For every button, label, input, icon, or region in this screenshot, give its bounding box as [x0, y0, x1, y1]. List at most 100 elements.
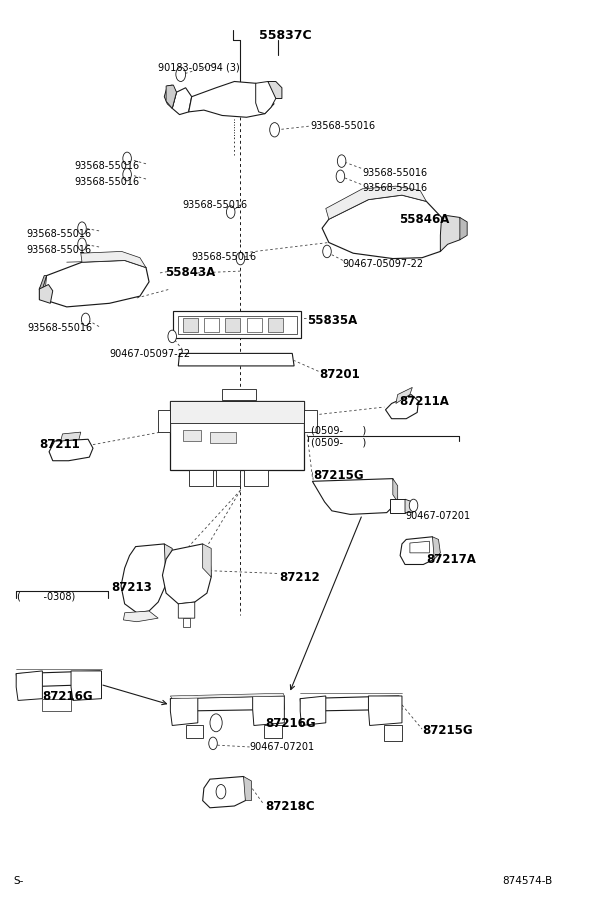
Polygon shape — [203, 777, 248, 808]
Polygon shape — [170, 696, 284, 711]
Polygon shape — [189, 82, 274, 117]
Circle shape — [270, 122, 279, 137]
Polygon shape — [172, 88, 192, 114]
Text: 87212: 87212 — [279, 571, 320, 583]
Text: (   -0308): ( -0308) — [17, 591, 76, 602]
Polygon shape — [322, 195, 448, 258]
Polygon shape — [386, 394, 418, 418]
Polygon shape — [410, 541, 429, 553]
Polygon shape — [186, 725, 203, 738]
Text: 93568-55016: 93568-55016 — [183, 200, 248, 210]
Polygon shape — [173, 311, 301, 338]
Text: 93568-55016: 93568-55016 — [362, 183, 427, 193]
Circle shape — [226, 206, 235, 219]
Polygon shape — [300, 696, 326, 725]
Polygon shape — [268, 82, 282, 98]
Text: 87211A: 87211A — [399, 395, 449, 409]
Polygon shape — [256, 82, 276, 113]
Polygon shape — [440, 216, 463, 251]
Circle shape — [338, 155, 346, 167]
Polygon shape — [170, 400, 304, 470]
Circle shape — [168, 330, 177, 343]
Polygon shape — [39, 275, 47, 300]
Circle shape — [81, 313, 90, 326]
Text: S-: S- — [14, 876, 24, 886]
Polygon shape — [326, 186, 426, 220]
Polygon shape — [183, 318, 198, 332]
Polygon shape — [384, 725, 402, 741]
Text: 87216G: 87216G — [265, 717, 315, 730]
Polygon shape — [400, 536, 437, 564]
Polygon shape — [158, 410, 170, 432]
Polygon shape — [268, 318, 283, 332]
Polygon shape — [166, 86, 177, 108]
Polygon shape — [164, 86, 177, 108]
Polygon shape — [204, 318, 219, 332]
Text: 87217A: 87217A — [426, 553, 476, 565]
Text: 55837C: 55837C — [259, 30, 311, 42]
Polygon shape — [432, 536, 440, 559]
Polygon shape — [393, 479, 398, 502]
Polygon shape — [210, 432, 236, 443]
Polygon shape — [170, 696, 198, 725]
Polygon shape — [183, 430, 201, 441]
Polygon shape — [222, 389, 256, 400]
Text: (0509-  ): (0509- ) — [311, 426, 366, 436]
Text: 90183-05094 (3): 90183-05094 (3) — [158, 62, 240, 72]
Polygon shape — [49, 439, 93, 461]
Polygon shape — [81, 251, 146, 267]
Polygon shape — [124, 611, 158, 622]
Text: 93568-55016: 93568-55016 — [26, 229, 91, 238]
Circle shape — [123, 152, 132, 165]
Polygon shape — [178, 602, 195, 618]
Polygon shape — [61, 432, 81, 441]
Polygon shape — [121, 544, 169, 613]
Circle shape — [208, 737, 217, 750]
Text: 90467-05097-22: 90467-05097-22 — [109, 349, 191, 359]
Text: 874574-B: 874574-B — [502, 876, 553, 886]
Polygon shape — [16, 670, 42, 700]
Polygon shape — [247, 318, 262, 332]
Text: 93568-55016: 93568-55016 — [192, 252, 257, 262]
Text: 87216G: 87216G — [42, 690, 93, 704]
Polygon shape — [460, 218, 467, 239]
Text: 93568-55016: 93568-55016 — [362, 167, 427, 177]
Circle shape — [236, 252, 245, 265]
Polygon shape — [216, 470, 240, 486]
Text: (0509-  ): (0509- ) — [311, 437, 366, 448]
Text: 87215G: 87215G — [422, 724, 473, 737]
Text: 93568-55016: 93568-55016 — [311, 122, 376, 131]
Polygon shape — [170, 693, 284, 698]
Polygon shape — [304, 410, 317, 432]
Polygon shape — [16, 670, 101, 687]
Polygon shape — [244, 470, 268, 486]
Polygon shape — [39, 260, 149, 307]
Polygon shape — [203, 544, 211, 577]
Polygon shape — [253, 696, 284, 725]
Polygon shape — [183, 618, 191, 627]
Text: 90467-07201: 90467-07201 — [250, 742, 315, 752]
Text: 90467-05097-22: 90467-05097-22 — [343, 259, 424, 269]
Text: 90467-07201: 90467-07201 — [405, 511, 470, 521]
Polygon shape — [225, 318, 240, 332]
Text: 55846A: 55846A — [399, 212, 450, 226]
Circle shape — [123, 168, 132, 181]
Text: 87201: 87201 — [320, 368, 360, 382]
Polygon shape — [42, 698, 71, 711]
Text: 93568-55016: 93568-55016 — [74, 160, 140, 171]
Polygon shape — [405, 500, 412, 513]
Text: 87211: 87211 — [39, 438, 80, 451]
Polygon shape — [264, 725, 282, 738]
Polygon shape — [368, 696, 402, 725]
Circle shape — [323, 245, 331, 257]
Polygon shape — [71, 670, 101, 700]
Polygon shape — [39, 284, 53, 303]
Polygon shape — [178, 354, 294, 366]
Text: 93568-55016: 93568-55016 — [27, 323, 92, 333]
Polygon shape — [178, 316, 296, 334]
Text: 87215G: 87215G — [314, 469, 364, 482]
Circle shape — [216, 785, 226, 799]
Circle shape — [210, 714, 222, 732]
Text: 55835A: 55835A — [308, 314, 358, 327]
Text: 87213: 87213 — [111, 581, 152, 594]
